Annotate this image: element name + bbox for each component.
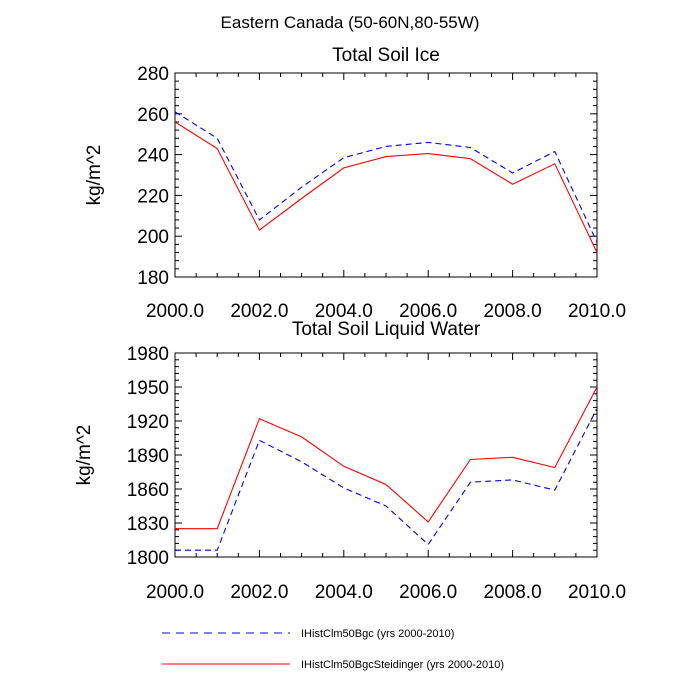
y-tick-label: 1830 (127, 514, 169, 535)
y-tick-label: 180 (137, 268, 169, 289)
y-tick-label: 220 (137, 186, 169, 207)
y-tick-label: 200 (137, 227, 169, 248)
legend-label-2: IHistClm50BgcSteidinger (yrs 2000-2010) (301, 659, 504, 671)
legend-label-1: IHistClm50Bgc (yrs 2000-2010) (301, 628, 454, 640)
x-tick-label: 2004.0 (315, 582, 373, 603)
x-tick-label: 2006.0 (399, 582, 457, 603)
series-line-1 (174, 111, 598, 243)
plot-frame (174, 72, 598, 278)
y-tick-label: 1890 (127, 446, 169, 467)
panel-title: Total Soil Ice (332, 45, 440, 66)
x-tick-label: 2000.0 (146, 301, 204, 322)
x-tick-label: 2010.0 (568, 301, 626, 322)
x-tick-label: 2008.0 (484, 301, 542, 322)
y-tick-label: 1950 (127, 378, 169, 399)
x-tick-label: 2010.0 (568, 582, 626, 603)
chart-panel-1: Total Soil Ice kg/m^2 2000.0 2002.0 2004.0 20… (84, 45, 626, 322)
y-tick-label: 1920 (127, 412, 169, 433)
chart-panel-2: Total Soil Liquid Water kg/m^2 2000.0 2002.… (74, 319, 626, 603)
x-tick-label: 2000.0 (146, 582, 204, 603)
y-tick-label: 1800 (127, 548, 169, 569)
y-axis-label: kg/m^2 (84, 145, 105, 206)
series-line-1 (175, 408, 598, 551)
panel-title: Total Soil Liquid Water (292, 319, 481, 340)
y-tick-label: 1980 (127, 344, 169, 365)
x-tick-label: 2004.0 (315, 301, 373, 322)
legend: IHistClm50Bgc (yrs 2000-2010) IHistClm50B… (162, 628, 504, 671)
y-tick-label: 240 (137, 146, 169, 167)
x-tick-label: 2008.0 (484, 582, 542, 603)
y-tick-label: 260 (137, 105, 169, 126)
series-line-2 (174, 121, 598, 253)
y-tick-label: 280 (137, 64, 169, 85)
series-line-2 (175, 386, 598, 530)
x-tick-label: 2002.0 (230, 582, 288, 603)
plot-frame (174, 352, 598, 558)
y-axis-label: kg/m^2 (74, 425, 95, 486)
figure-suptitle: Eastern Canada (50-60N,80-55W) (221, 13, 480, 32)
y-tick-label: 1860 (127, 480, 169, 501)
panels: Total Soil Ice kg/m^2 2000.0 2002.0 2004.0 20… (74, 45, 626, 603)
x-tick-label: 2006.0 (399, 301, 457, 322)
x-tick-label: 2002.0 (230, 301, 288, 322)
